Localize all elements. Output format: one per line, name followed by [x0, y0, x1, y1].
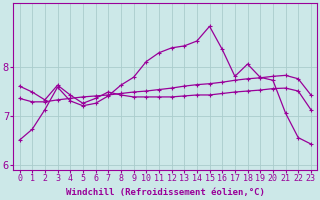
X-axis label: Windchill (Refroidissement éolien,°C): Windchill (Refroidissement éolien,°C): [66, 188, 265, 197]
